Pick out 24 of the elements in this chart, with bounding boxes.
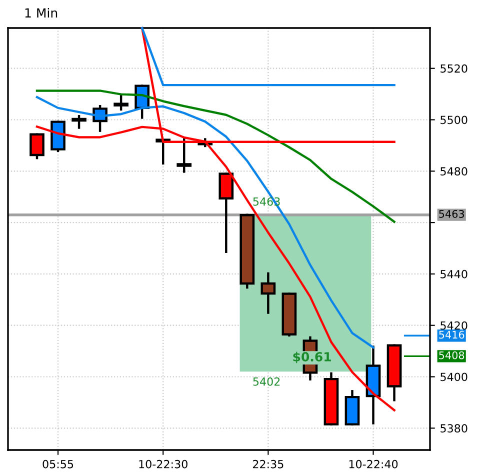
x-tick-label: 05:55 [42,460,74,468]
candlestick [260,272,276,314]
chart-title: 1 Min [25,8,58,18]
x-tick-label: 22:35 [252,460,284,468]
line-series [36,90,396,223]
candlestick [30,133,44,160]
y-tick-label: 5400 [440,372,468,382]
candlestick [176,138,192,173]
ref-line-label: 5463 [439,210,464,218]
y-tick-label: 5480 [440,167,468,176]
ref-line-label: 5408 [439,351,464,360]
y-tick-label: 5380 [440,424,468,433]
y-tick-label: 5520 [440,64,468,73]
x-tick-label: 10-22:40 [349,460,398,468]
y-tick-label: 5420 [440,321,468,330]
ref-line-label: 5416 [439,330,464,339]
y-tick-label: 5440 [440,270,468,278]
y-tick-label: 5500 [440,116,468,124]
x-tick-label: 10-22:30 [139,460,188,468]
annotation: 5402 [253,377,280,386]
candlestick [72,115,86,129]
candlestick [114,94,128,111]
line-series [36,96,374,349]
band-label: $0.61 [293,352,331,364]
